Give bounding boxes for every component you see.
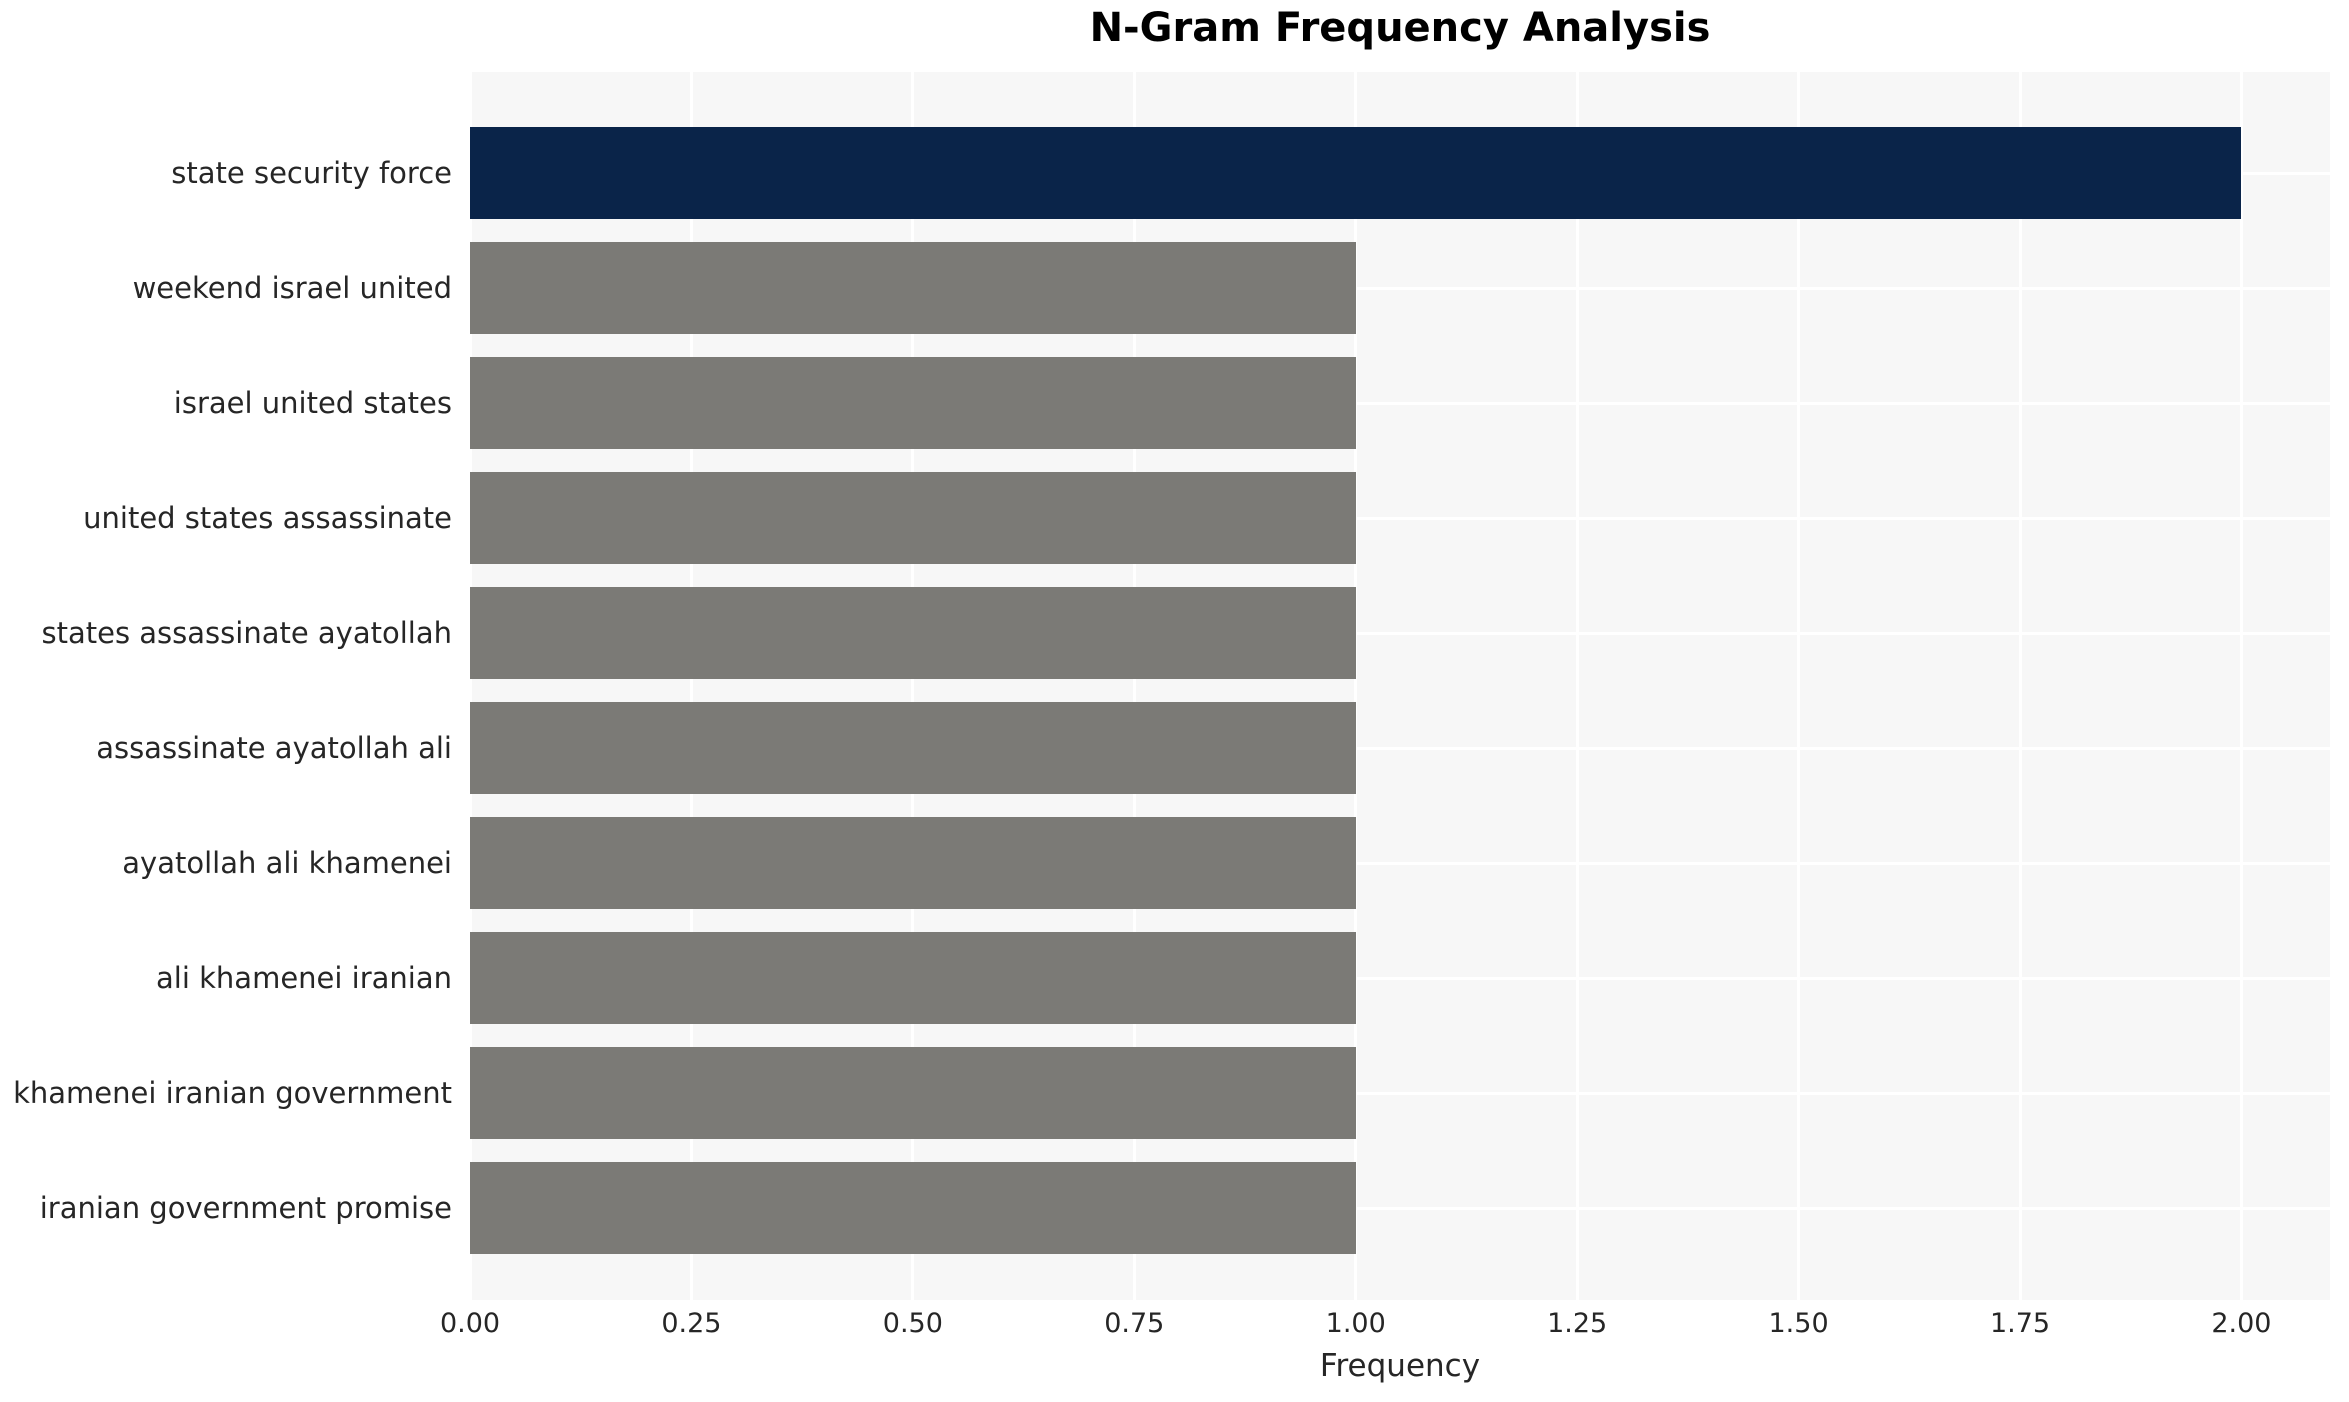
x-tick-label: 2.00 [2211, 1308, 2272, 1339]
x-tick-label: 0.00 [439, 1308, 501, 1339]
y-tick-label: states assassinate ayatollah [41, 616, 453, 650]
x-tick-label: 1.00 [1325, 1308, 1386, 1339]
x-tick-label: 0.75 [1104, 1308, 1165, 1339]
gridline-vertical [1575, 72, 1579, 1300]
gridline-horizontal [470, 861, 2330, 865]
gridline-horizontal [470, 746, 2330, 750]
bar [470, 1162, 1356, 1254]
bar [470, 357, 1356, 449]
x-tick-label: 0.50 [882, 1308, 943, 1339]
y-tick-label: iranian government promise [39, 1191, 452, 1225]
bar [470, 932, 1356, 1024]
gridline-vertical [689, 72, 693, 1300]
gridline-vertical [1132, 72, 1136, 1300]
y-tick-label: weekend israel united [132, 271, 452, 305]
gridline-horizontal [470, 1206, 2330, 1210]
gridline-vertical [468, 72, 472, 1300]
gridline-horizontal [470, 516, 2330, 520]
bar [470, 702, 1356, 794]
gridline-horizontal [470, 286, 2330, 290]
bar [470, 127, 2242, 219]
plot-area [468, 72, 2330, 1300]
gridline-vertical [1797, 72, 1801, 1300]
gridline-horizontal [470, 631, 2330, 635]
bar [470, 587, 1356, 679]
bar [470, 1047, 1356, 1139]
y-tick-label: israel united states [173, 386, 452, 420]
gridline-vertical [1354, 72, 1358, 1300]
y-tick-label: khamenei iranian government [13, 1076, 452, 1110]
gridline-horizontal [470, 1091, 2330, 1095]
x-tick-label: 0.25 [661, 1308, 722, 1339]
y-tick-label: united states assassinate [83, 501, 452, 535]
gridline-vertical [2018, 72, 2022, 1300]
x-tick-label: 1.25 [1547, 1308, 1608, 1339]
gridline-vertical [2239, 72, 2243, 1300]
gridline-horizontal [470, 976, 2330, 980]
y-tick-label: ayatollah ali khamenei [122, 846, 452, 880]
bar [470, 817, 1356, 909]
bar [470, 472, 1356, 564]
y-tick-label: state security force [171, 156, 452, 190]
x-axis-title: Frequency [1319, 1348, 1481, 1384]
x-tick-label: 1.50 [1768, 1308, 1829, 1339]
x-tick-label: 1.75 [1989, 1308, 2051, 1339]
chart-title: N-Gram Frequency Analysis [1089, 5, 1711, 51]
bar [470, 242, 1356, 334]
gridline-horizontal [470, 401, 2330, 405]
gridline-vertical [911, 72, 915, 1300]
y-tick-label: ali khamenei iranian [156, 961, 452, 995]
y-tick-label: assassinate ayatollah ali [96, 731, 452, 765]
